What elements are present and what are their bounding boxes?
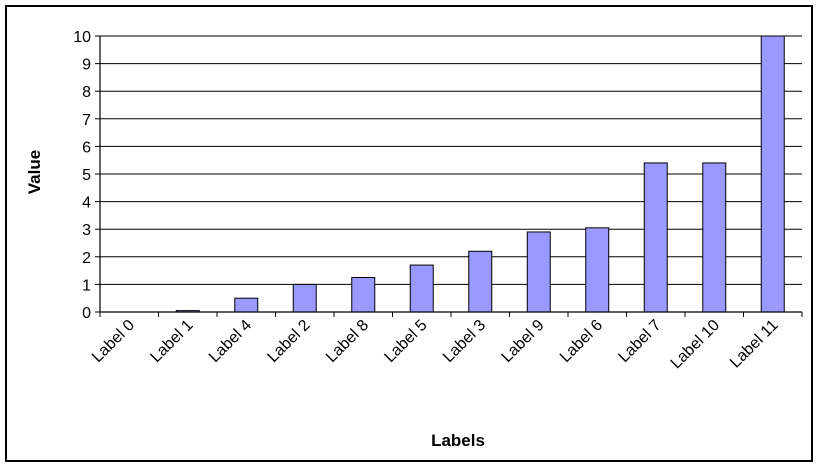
- axes: [95, 35, 803, 317]
- y-tick-labels: 0 1 2 3 4 5 6 7 8 9 10: [73, 29, 91, 322]
- y-tick-label: 0: [82, 305, 91, 322]
- y-tick-label: 9: [82, 57, 91, 74]
- y-tick-label: 5: [82, 167, 91, 184]
- y-tick-label: 7: [82, 112, 91, 129]
- bar: [234, 297, 259, 313]
- bar: [351, 277, 376, 313]
- y-tick-label: 8: [82, 84, 91, 101]
- y-tick-label: 2: [82, 250, 91, 267]
- y-tick-label: 10: [73, 29, 91, 46]
- chart-border: [5, 5, 813, 462]
- bar: [760, 35, 785, 313]
- x-axis-label: Labels: [431, 431, 485, 450]
- y-tick-label: 4: [82, 195, 91, 212]
- gridlines: [100, 35, 802, 285]
- bar: [468, 250, 493, 313]
- bar: [526, 231, 551, 313]
- bar: [702, 162, 727, 313]
- bars: [175, 35, 785, 313]
- y-tick-label: 1: [82, 277, 91, 294]
- bar: [292, 283, 317, 313]
- bar: [409, 264, 434, 313]
- y-axis-label: Value: [25, 150, 44, 194]
- y-tick-label: 3: [82, 222, 91, 239]
- bar: [643, 162, 668, 313]
- y-tick-label: 6: [82, 139, 91, 156]
- bar: [585, 227, 610, 313]
